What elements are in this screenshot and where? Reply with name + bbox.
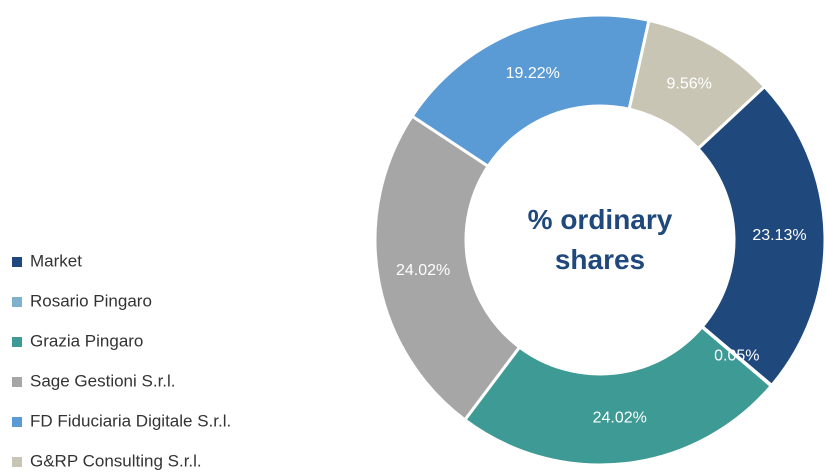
legend-label: Sage Gestioni S.r.l.: [30, 371, 176, 390]
legend-label: G&RP Consulting S.r.l.: [30, 451, 202, 470]
value-label: 24.02%: [593, 410, 647, 427]
legend-swatch: [12, 457, 22, 467]
donut-slice: [462, 324, 774, 467]
value-label: 19.22%: [506, 65, 560, 82]
donut-slice: [373, 114, 522, 422]
value-label: 24.02%: [396, 262, 450, 279]
value-label: 0.05%: [714, 347, 759, 364]
legend-label: FD Fiduciaria Digitale S.r.l.: [30, 411, 231, 430]
donut-slice: [410, 13, 651, 169]
legend-swatch: [12, 257, 22, 267]
value-label: 9.56%: [666, 75, 711, 92]
legend-label: Market: [30, 251, 82, 270]
legend-swatch: [12, 377, 22, 387]
legend-label: Grazia Pingaro: [30, 331, 143, 350]
legend-swatch: [12, 337, 22, 347]
center-title: % ordinary shares: [528, 204, 673, 275]
legend-swatch: [12, 297, 22, 307]
donut-slice: [695, 84, 825, 388]
legend-swatch: [12, 417, 22, 427]
donut-slice: [627, 18, 767, 151]
legend-label: Rosario Pingaro: [30, 291, 152, 310]
value-label: 23.13%: [752, 227, 806, 244]
